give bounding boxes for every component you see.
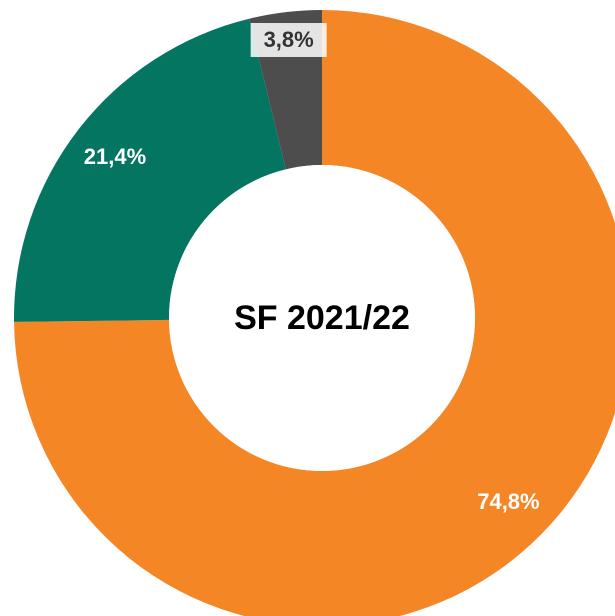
donut-hole: [169, 165, 475, 471]
slice: [14, 10, 615, 616]
data-label: 74,8%: [477, 489, 539, 514]
center-title: SF 2021/22: [234, 299, 410, 337]
data-label: 21,4%: [84, 144, 146, 169]
label-box: [250, 22, 327, 57]
slice: [14, 18, 286, 322]
data-label: 3,8%: [264, 27, 314, 52]
labels: 74,8% 21,4% 3,8%: [84, 22, 540, 514]
